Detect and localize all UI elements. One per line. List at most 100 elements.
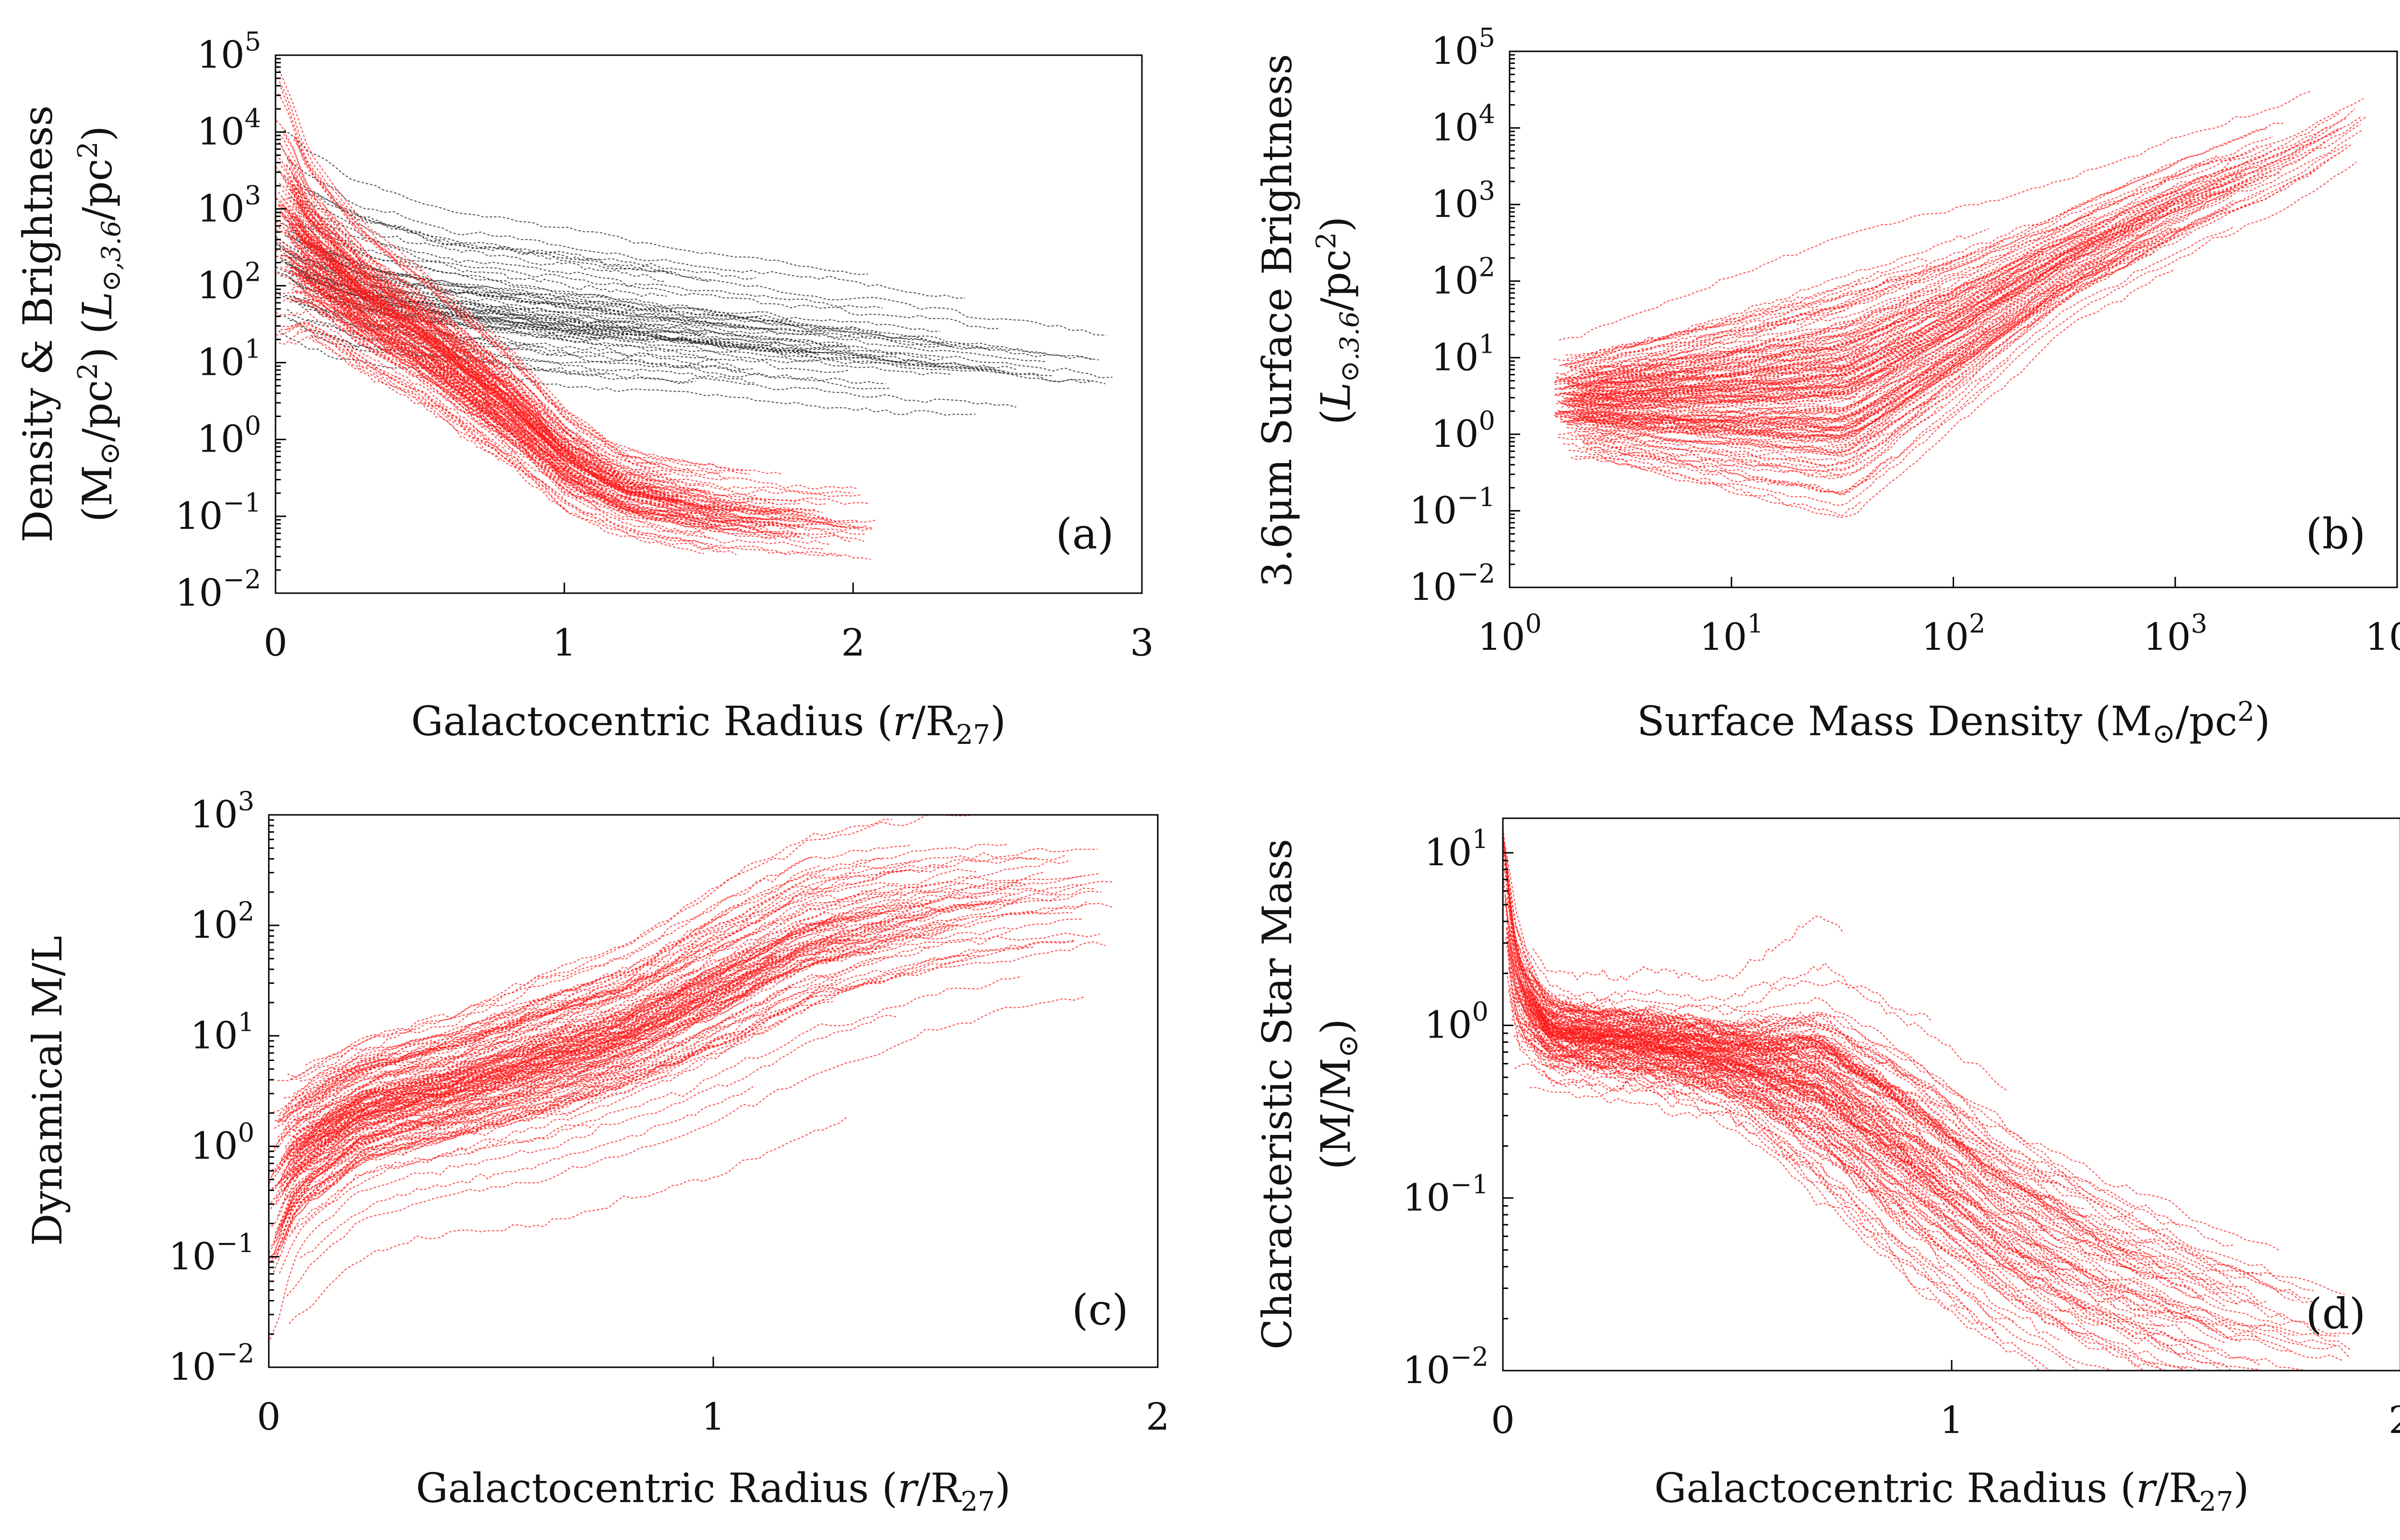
series-curve-d-0-52 <box>1510 954 1933 1166</box>
series-curve-d-0-20 <box>1545 1062 1978 1325</box>
series-curve-c-0-88 <box>270 1017 682 1210</box>
series-curve-a-1-129 <box>285 198 832 524</box>
series-curve-d-0-53 <box>1545 1015 2044 1232</box>
series-curve-c-0-136 <box>280 941 1106 1227</box>
x-tick-label-b: 104 <box>2365 609 2400 659</box>
series-curve-d-0-45 <box>1507 870 2135 1218</box>
series-curve-b-0-20 <box>1561 145 2258 366</box>
series-curve-a-0-30 <box>277 271 951 376</box>
x-tick-label-c: 2 <box>1146 1396 1170 1439</box>
series-curve-d-0-109 <box>1513 1035 2079 1371</box>
y-tick-label-a: 10−1 <box>175 488 261 538</box>
series-curve-d-0-60 <box>1506 858 2061 1184</box>
series-curve-d-0-124 <box>1516 988 1956 1176</box>
series-curve-d-0-67 <box>1525 1002 1807 1084</box>
series-curve-a-1-149 <box>302 230 757 497</box>
series-curve-d-0-134 <box>1514 924 1932 1023</box>
series-curve-c-0-115 <box>286 890 1102 1199</box>
series-curve-a-1-134 <box>291 229 665 499</box>
series-curve-d-0-71 <box>1525 1038 2104 1325</box>
series-curve-d-0-101 <box>1528 1015 1855 1109</box>
series-curve-d-0-34 <box>1558 1043 2086 1310</box>
series-curve-c-0-35 <box>291 919 1083 1143</box>
y-tick-label-c: 10−2 <box>168 1338 254 1389</box>
series-curve-c-0-82 <box>291 903 1113 1179</box>
series-curve-c-0-51 <box>286 996 1086 1297</box>
series-curve-a-1-131 <box>293 139 659 465</box>
panel-a-tag: (a) <box>1056 509 1114 559</box>
panel-b: 10−2 10−1 100 101 102 103 104 105 100 101 102 103 10… <box>1254 23 2400 750</box>
series-curve-b-0-69 <box>1596 275 1988 386</box>
series-curve-b-0-12 <box>1558 280 2050 417</box>
series-curve-a-1-136 <box>291 270 744 533</box>
series-curve-c-0-32 <box>293 912 1072 1132</box>
x-tick-label-a: 0 <box>264 621 288 665</box>
series-curve-a-1-135 <box>296 280 529 454</box>
series-curve-b-0-35 <box>1579 258 2079 418</box>
series-curve-a-0-6 <box>293 295 755 370</box>
series-curve-b-0-122 <box>1557 200 2194 413</box>
series-curve-d-0-135 <box>1510 945 2039 1218</box>
series-curve-d-0-38 <box>1513 964 1985 1161</box>
series-curve-a-1-49 <box>283 248 778 540</box>
series-curve-b-0-103 <box>1620 321 1899 384</box>
series-curve-d-0-63 <box>1506 971 1971 1312</box>
series-curve-a-1-101 <box>299 302 711 539</box>
series-curve-a-1-10 <box>278 330 721 552</box>
series-curve-b-0-30 <box>1559 420 1891 453</box>
plot-a-xlabel: Galactocentric Radius (r/R27) <box>411 698 1006 751</box>
series-curve-c-0-139 <box>304 890 878 1108</box>
series-curve-a-1-103 <box>276 310 525 465</box>
series-curve-b-0-126 <box>1560 249 2134 440</box>
y-tick-label-c: 100 <box>190 1118 254 1168</box>
plot-a-ylabel-line1: Density & Brightness <box>14 106 61 543</box>
plot-c-ylabel: Dynamical M/L <box>24 936 71 1246</box>
series-curve-c-0-46 <box>318 913 729 1074</box>
series-curve-d-0-83 <box>1524 1011 1859 1151</box>
series-curve-b-0-133 <box>1566 279 1862 360</box>
series-curve-a-1-121 <box>277 191 803 514</box>
series-curve-a-1-104 <box>278 182 684 498</box>
series-curve-a-0-23 <box>288 233 624 315</box>
series-curve-b-0-131 <box>1571 384 1992 506</box>
series-curve-c-0-25 <box>278 882 1025 1141</box>
series-curve-a-1-99 <box>292 184 726 501</box>
series-curve-b-0-146 <box>1560 240 2146 436</box>
series-curve-b-0-50 <box>1554 116 2362 397</box>
series-curve-b-0-99 <box>1585 284 2058 422</box>
series-curve-a-0-24 <box>304 192 712 283</box>
series-curve-b-0-70 <box>1554 228 2172 429</box>
series-curve-b-0-14 <box>1576 247 2046 386</box>
series-curve-b-0-80 <box>1595 271 2030 396</box>
series-curve-d-0-149 <box>1526 1017 1990 1205</box>
series-curve-d-0-93 <box>1542 1007 1901 1078</box>
y-tick-label-c: 101 <box>190 1007 254 1057</box>
x-tick-label-c: 1 <box>701 1396 725 1439</box>
series-curve-c-0-68 <box>299 860 1071 1142</box>
series-curve-b-0-111 <box>1565 251 1973 356</box>
series-curve-c-0-54 <box>324 894 980 1115</box>
y-tick-label-d: 100 <box>1424 997 1488 1047</box>
series-curve-c-0-101 <box>291 856 813 1080</box>
series-curve-a-0-50 <box>328 297 1052 376</box>
series-curve-c-0-34 <box>309 955 776 1133</box>
series-curve-b-0-68 <box>1583 443 1894 494</box>
series-curve-c-0-89 <box>286 882 899 1110</box>
series-curve-a-0-15 <box>288 231 861 332</box>
series-curve-b-0-108 <box>1572 129 2363 409</box>
series-curve-a-0-18 <box>299 284 605 340</box>
series-curve-d-0-126 <box>1533 987 2142 1253</box>
series-curve-b-0-124 <box>1588 244 2095 412</box>
series-curve-a-0-39 <box>299 272 943 361</box>
series-curve-d-0-137 <box>1517 1031 2114 1371</box>
series-curve-c-0-127 <box>274 1065 626 1240</box>
series-curve-b-0-42 <box>1570 249 2037 371</box>
series-curve-a-1-9 <box>288 192 826 505</box>
series-curve-c-0-146 <box>303 1047 690 1198</box>
series-curve-d-0-114 <box>1517 986 2224 1285</box>
series-curve-c-0-109 <box>275 906 996 1172</box>
y-tick-label-a: 100 <box>197 411 261 461</box>
series-curve-a-0-53 <box>350 214 672 274</box>
series-curve-c-0-50 <box>288 967 696 1131</box>
series-curve-d-0-57 <box>1543 1070 1886 1176</box>
